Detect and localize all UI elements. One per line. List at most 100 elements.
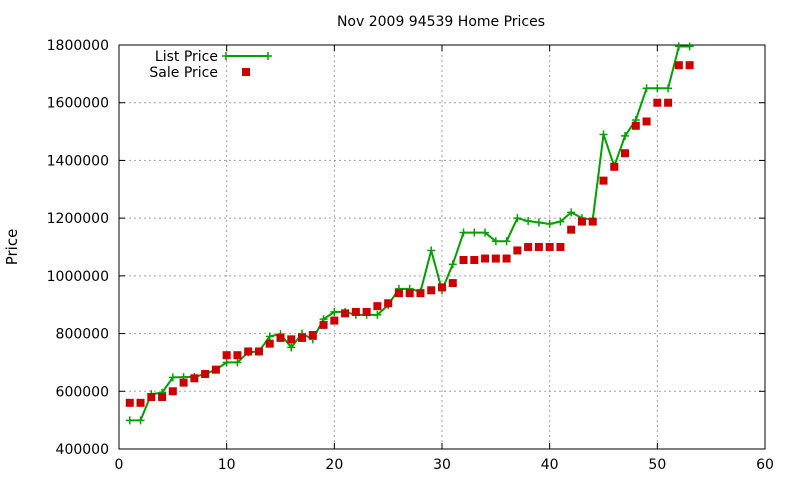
sale-price-point	[125, 398, 134, 407]
list-price-point	[330, 307, 339, 316]
list-price-point	[491, 237, 500, 246]
list-price-point	[556, 217, 565, 226]
sale-price-point	[631, 121, 640, 130]
list-price-point	[168, 373, 177, 382]
legend-label-list-price: List Price	[155, 49, 218, 65]
list-price-point	[373, 310, 382, 319]
sale-price-point	[211, 365, 220, 374]
sale-price-point	[481, 254, 490, 263]
legend-marker-list-price	[222, 52, 230, 60]
list-price-point	[599, 130, 608, 139]
y-tick-label: 1000000	[47, 269, 109, 285]
y-tick-label: 1600000	[47, 96, 109, 112]
sale-price-point	[448, 279, 457, 288]
list-price-point	[459, 228, 468, 237]
sale-price-point	[319, 320, 328, 329]
legend-label-sale-price: Sale Price	[149, 65, 218, 81]
y-tick-label: 800000	[56, 327, 109, 343]
sale-price-point	[653, 98, 662, 107]
list-price-point	[621, 131, 630, 140]
list-price-point	[470, 228, 479, 237]
sale-price-point	[577, 217, 586, 226]
list-price-point	[674, 42, 683, 51]
y-tick-label: 600000	[56, 384, 109, 400]
y-tick-label: 1800000	[47, 38, 109, 54]
y-tick-label: 400000	[56, 442, 109, 458]
x-tick-label: 30	[433, 457, 451, 473]
sale-price-point	[405, 289, 414, 298]
list-price-point	[222, 358, 231, 367]
sale-price-point	[534, 243, 543, 251]
sale-price-point	[147, 393, 156, 402]
sale-price-point	[287, 335, 296, 344]
sale-price-point	[179, 378, 188, 387]
y-tick-label: 1200000	[47, 211, 109, 227]
sale-price-point	[524, 243, 533, 251]
sale-price-point	[416, 289, 425, 298]
sale-price-point	[459, 255, 468, 264]
legend: List Price Sale Price	[149, 49, 272, 81]
sale-price-point	[373, 302, 382, 311]
legend-swatch-sale-price	[242, 68, 250, 76]
sale-price-point	[244, 347, 253, 356]
axis-ticks: 0 10 20 30 40 50 60 400000 600000 800000 1000000 12…	[47, 38, 774, 473]
sale-price-point	[470, 255, 479, 264]
sale-price-point	[664, 98, 673, 107]
list-price-point	[567, 208, 576, 217]
data-layer	[125, 42, 694, 425]
x-tick-label: 50	[648, 457, 666, 473]
sale-price-point	[674, 61, 683, 70]
sale-price-point	[513, 246, 522, 255]
sale-price-point	[254, 347, 263, 356]
x-tick-label: 10	[218, 457, 236, 473]
sale-price-point	[588, 217, 597, 226]
sale-price-point	[685, 61, 694, 70]
sale-price-point	[136, 398, 145, 407]
sale-price-point	[158, 393, 167, 402]
list-price-point	[534, 218, 543, 227]
sale-price-point	[308, 331, 317, 340]
legend-swatches	[222, 52, 272, 76]
list-price-point	[513, 214, 522, 223]
sale-price-point	[265, 339, 274, 348]
sale-price-point	[341, 309, 350, 318]
list-price-point	[545, 219, 554, 228]
sale-price-point	[545, 243, 554, 251]
list-price-point	[502, 237, 511, 246]
x-tick-label: 60	[756, 457, 774, 473]
sale-price-point	[610, 162, 619, 171]
chart-title: Nov 2009 94539 Home Prices	[337, 14, 545, 30]
list-price-point	[448, 260, 457, 269]
sale-price-point	[233, 351, 242, 360]
y-axis-label: Price	[3, 229, 21, 266]
list-price-point	[265, 332, 274, 341]
sale-price-point	[502, 254, 511, 263]
sale-price-point	[556, 243, 565, 251]
x-tick-label: 40	[541, 457, 559, 473]
sale-price-point	[384, 299, 393, 308]
list-price-point	[427, 246, 436, 255]
list-price-point	[653, 84, 662, 93]
sale-price-point	[599, 176, 608, 185]
sale-price-point	[642, 117, 651, 126]
x-tick-label: 20	[325, 457, 343, 473]
sale-price-point	[491, 254, 500, 263]
list-price-point	[233, 358, 242, 367]
list-price-point	[664, 84, 673, 93]
legend-marker-list-price	[264, 52, 272, 60]
sale-price-point	[222, 351, 231, 360]
list-price-point	[524, 217, 533, 226]
list-price-point	[125, 416, 134, 425]
sale-price-point	[330, 316, 339, 325]
list-price-point	[642, 84, 651, 93]
sale-price-point	[427, 286, 436, 295]
sale-price-point	[190, 374, 199, 383]
sale-price-point	[567, 225, 576, 234]
sale-price-point	[438, 283, 446, 292]
sale-price-point	[298, 333, 307, 342]
x-tick-label: 0	[115, 457, 124, 473]
sale-price-point	[168, 387, 177, 396]
list-price-point	[136, 416, 145, 425]
list-price-point	[481, 228, 490, 237]
